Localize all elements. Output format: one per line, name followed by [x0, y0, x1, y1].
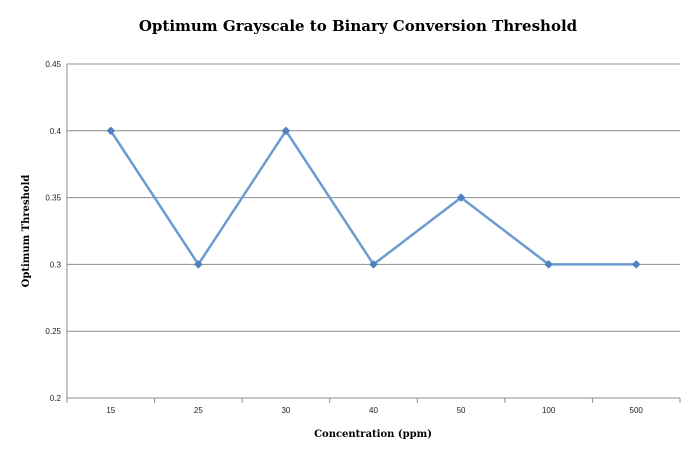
data-point [369, 260, 378, 269]
data-point [631, 260, 641, 269]
x-tick-label: 500 [630, 406, 644, 415]
y-tick-label: 0.2 [50, 394, 62, 403]
y-tick-label: 0.3 [50, 260, 62, 269]
x-tick-label: 25 [194, 406, 203, 415]
y-tick-label: 0.25 [45, 327, 61, 336]
data-point [106, 126, 116, 136]
x-tick-label: 40 [369, 406, 378, 415]
x-tick-label: 50 [457, 406, 466, 415]
y-tick-labels: 0.2 0.25 0.3 0.35 0.4 0.45 [45, 60, 61, 403]
gridlines [67, 63, 680, 332]
y-tick-label: 0.45 [45, 60, 61, 69]
data-point [544, 260, 553, 269]
y-tick-label: 0.35 [45, 194, 61, 203]
x-tick-label: 15 [106, 406, 115, 415]
x-tick-labels: 15 25 30 40 50 100 500 [106, 406, 643, 415]
chart-title: Optimum Grayscale to Binary Conversion T… [139, 17, 578, 35]
data-point [456, 193, 466, 202]
y-axis-label: Optimum Threshold [21, 175, 32, 288]
x-tick-label: 100 [542, 406, 556, 415]
x-tick-label: 30 [281, 406, 290, 415]
axes [66, 64, 681, 403]
x-axis-label: Concentration (ppm) [314, 429, 432, 440]
data-series [106, 126, 641, 269]
data-point [194, 260, 203, 269]
data-point [281, 126, 291, 136]
y-tick-label: 0.4 [50, 127, 62, 136]
